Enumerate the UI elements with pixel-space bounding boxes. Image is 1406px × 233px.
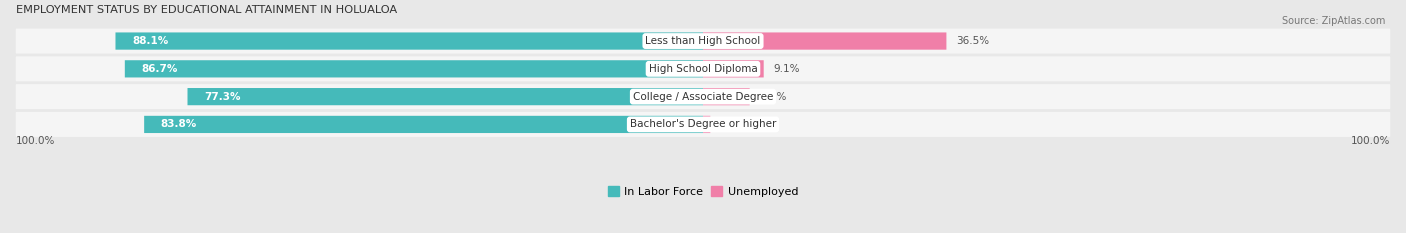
FancyBboxPatch shape	[703, 60, 763, 77]
Text: Less than High School: Less than High School	[645, 36, 761, 46]
Text: Bachelor's Degree or higher: Bachelor's Degree or higher	[630, 120, 776, 129]
Text: 100.0%: 100.0%	[15, 136, 55, 146]
Text: EMPLOYMENT STATUS BY EDUCATIONAL ATTAINMENT IN HOLUALOA: EMPLOYMENT STATUS BY EDUCATIONAL ATTAINM…	[15, 5, 398, 15]
Text: 100.0%: 100.0%	[1351, 136, 1391, 146]
Text: 77.3%: 77.3%	[204, 92, 240, 102]
FancyBboxPatch shape	[703, 88, 749, 105]
Legend: In Labor Force, Unemployed: In Labor Force, Unemployed	[603, 182, 803, 201]
FancyBboxPatch shape	[145, 116, 703, 133]
Text: 86.7%: 86.7%	[142, 64, 179, 74]
FancyBboxPatch shape	[15, 56, 1391, 81]
Text: 88.1%: 88.1%	[132, 36, 169, 46]
FancyBboxPatch shape	[115, 32, 703, 50]
FancyBboxPatch shape	[15, 112, 1391, 137]
FancyBboxPatch shape	[703, 32, 946, 50]
FancyBboxPatch shape	[187, 88, 703, 105]
FancyBboxPatch shape	[15, 84, 1391, 109]
FancyBboxPatch shape	[703, 116, 710, 133]
Text: 1.1%: 1.1%	[720, 120, 747, 129]
FancyBboxPatch shape	[15, 29, 1391, 54]
Text: 9.1%: 9.1%	[773, 64, 800, 74]
Text: College / Associate Degree: College / Associate Degree	[633, 92, 773, 102]
Text: 7.0%: 7.0%	[759, 92, 786, 102]
Text: 36.5%: 36.5%	[956, 36, 990, 46]
Text: High School Diploma: High School Diploma	[648, 64, 758, 74]
FancyBboxPatch shape	[125, 60, 703, 77]
Text: Source: ZipAtlas.com: Source: ZipAtlas.com	[1281, 16, 1385, 26]
Text: 83.8%: 83.8%	[160, 120, 197, 129]
